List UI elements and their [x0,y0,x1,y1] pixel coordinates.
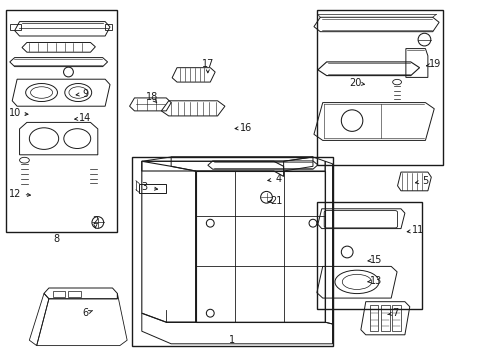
Text: 6: 6 [82,308,88,318]
Text: 8: 8 [53,234,59,244]
Bar [53,291,65,297]
Text: 1: 1 [229,335,235,345]
Text: 17: 17 [201,59,214,69]
Bar [316,202,421,309]
Text: 19: 19 [428,59,441,69]
Text: 18: 18 [145,92,158,102]
Bar [391,305,400,331]
Bar [6,10,117,232]
Bar [316,10,442,165]
Bar [369,305,378,331]
Text: 10: 10 [8,108,21,118]
Text: 11: 11 [411,225,424,235]
Bar [68,291,81,297]
Text: 5: 5 [422,176,427,186]
Text: 13: 13 [369,276,382,286]
Text: 2: 2 [92,216,98,226]
Text: 4: 4 [275,174,281,184]
Text: 16: 16 [239,123,252,133]
Text: 9: 9 [82,89,88,99]
Text: 3: 3 [141,182,147,192]
Text: 7: 7 [391,308,397,318]
Bar [132,157,332,346]
Text: 12: 12 [8,189,21,199]
Text: 14: 14 [79,113,92,123]
Text: 21: 21 [269,195,282,206]
Text: 15: 15 [369,255,382,265]
Bar [380,305,389,331]
Text: 20: 20 [348,78,361,88]
